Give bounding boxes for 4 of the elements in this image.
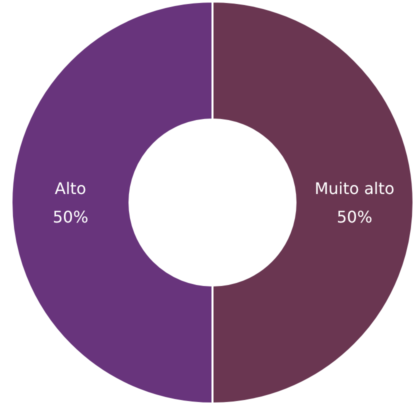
slice-label: Alto [54,178,86,198]
data-label: 50% [336,207,372,226]
slice-label: Muito alto [314,178,394,198]
data-label: 50% [52,207,88,226]
